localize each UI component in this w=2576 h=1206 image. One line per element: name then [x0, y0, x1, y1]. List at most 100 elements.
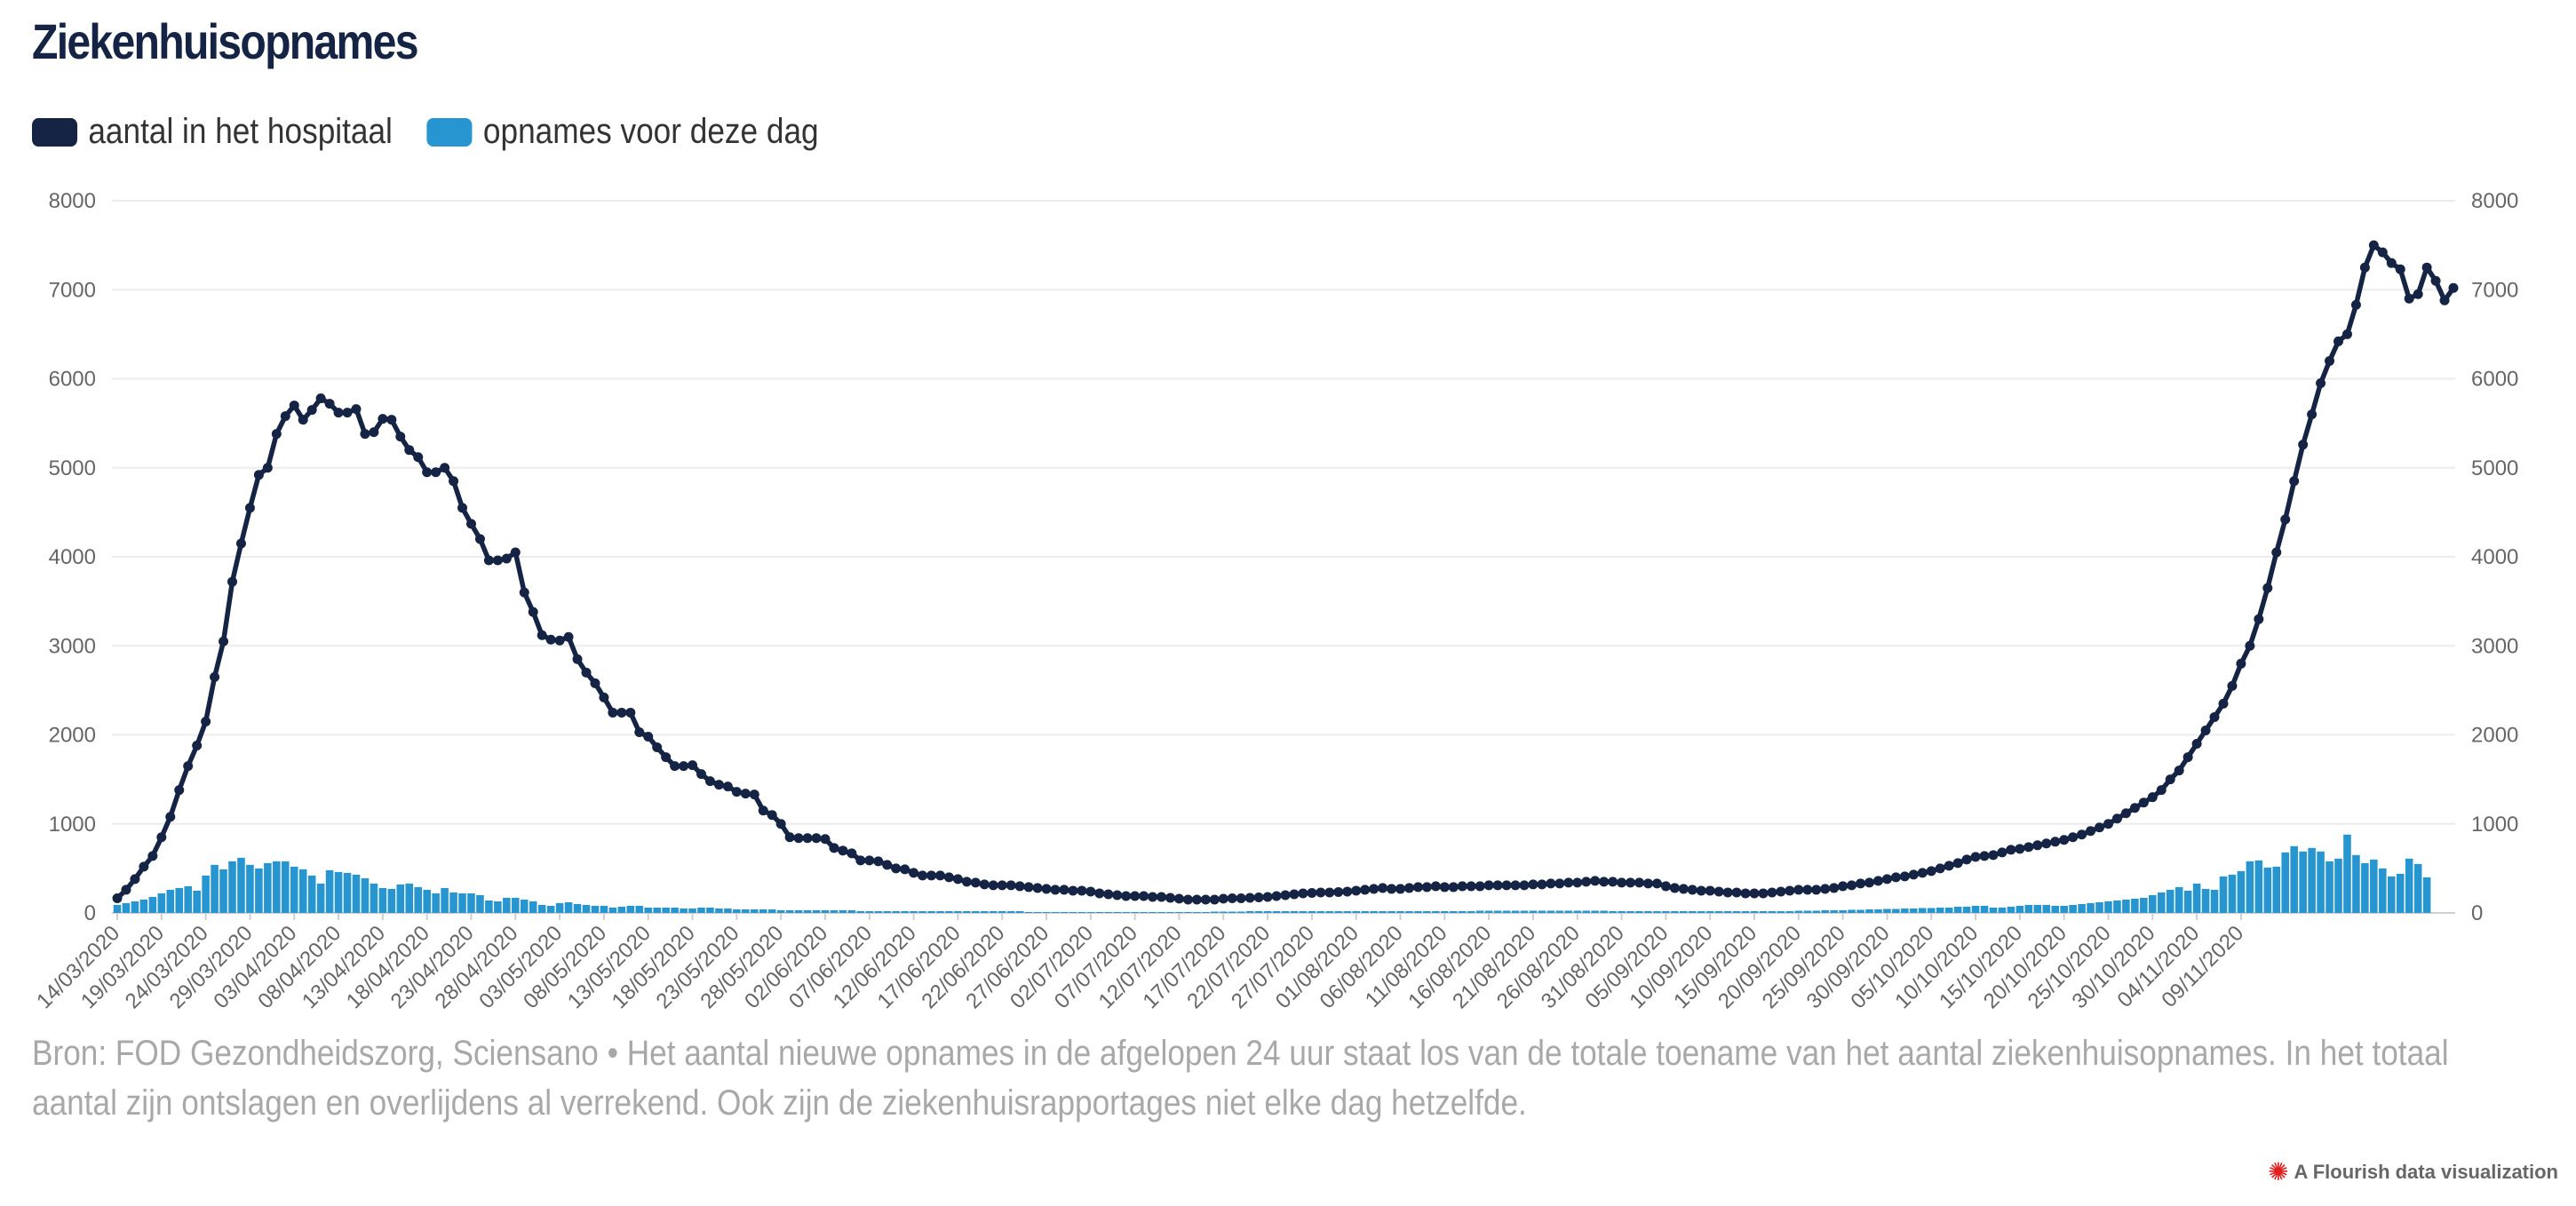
admissions-bar [264, 862, 272, 913]
admissions-bar [1609, 910, 1617, 913]
hospital-line-point [2138, 797, 2149, 808]
admissions-bar [1927, 908, 1936, 913]
hospital-line-point [811, 833, 822, 844]
admissions-bar [1458, 910, 1467, 913]
admissions-bar [1830, 909, 1838, 913]
hospital-line-point [183, 761, 194, 772]
admissions-bar [680, 908, 688, 913]
hospital-line-point [1563, 877, 1574, 888]
hospital-line-point [1510, 880, 1521, 891]
hospital-line-point [1519, 880, 1530, 891]
chart-legend: aantal in het hospitaal opnames voor dez… [32, 112, 853, 152]
admissions-bar [1768, 910, 1777, 913]
admissions-bar [1759, 910, 1768, 913]
hospital-line-point [1360, 885, 1371, 895]
hospital-line-point [1094, 888, 1105, 899]
hospital-line-point [1572, 877, 1583, 888]
hospital-line-point [130, 874, 140, 885]
admissions-bar [1343, 910, 1352, 913]
hospital-line-point [1758, 888, 1769, 899]
admissions-bar [2157, 892, 2166, 913]
admissions-bar [1529, 910, 1538, 913]
admissions-bar [237, 857, 245, 913]
hospital-line-point [306, 405, 317, 416]
admissions-bar [2299, 851, 2307, 913]
admissions-bar [2228, 874, 2237, 913]
hospital-line-point [1121, 891, 1132, 901]
hospital-line-point [1537, 879, 1547, 890]
hospital-line-point [572, 654, 583, 664]
admissions-bar [910, 910, 918, 913]
admissions-bar [706, 907, 714, 913]
hospital-line-point [2041, 838, 2052, 849]
admissions-bar [1555, 910, 1564, 913]
legend-item-admissions[interactable]: opnames voor deze dag [426, 112, 819, 152]
hospital-line-point [1581, 877, 1592, 887]
hospital-line-point [1412, 882, 1423, 893]
admissions-bar [1405, 910, 1413, 913]
hospital-line-point [2191, 739, 2202, 750]
hospital-line-point [519, 587, 529, 598]
admissions-bar [759, 908, 767, 913]
admissions-bar [839, 909, 847, 913]
admissions-bar [175, 887, 184, 913]
hospital-line-point [979, 879, 990, 890]
admissions-bar [2122, 899, 2130, 913]
hospital-line-point [2262, 583, 2273, 593]
hospital-line-point [2147, 792, 2158, 803]
hospital-line-point [1793, 885, 1804, 895]
hospital-line-point [900, 864, 910, 875]
admissions-bar [1635, 910, 1643, 913]
admissions-bar [1546, 910, 1555, 913]
hospital-line-point [1847, 880, 1857, 891]
admissions-bar [131, 901, 139, 913]
admissions-bar [2405, 858, 2413, 913]
hospital-line-point [2316, 378, 2326, 389]
hospital-line-point [1829, 883, 1840, 893]
y-left-tick-label: 6000 [49, 368, 96, 392]
hospital-line-point [1173, 893, 1184, 904]
admissions-bar [1794, 910, 1803, 913]
admissions-bar [1254, 910, 1263, 913]
hospital-line-point [1696, 885, 1706, 896]
hospital-line-point [2333, 336, 2343, 346]
hospital-line-point [563, 631, 574, 642]
admissions-bar [1662, 910, 1670, 913]
admissions-bar [2210, 889, 2219, 913]
admissions-bar [750, 908, 759, 913]
admissions-bar [1236, 911, 1245, 913]
admissions-bar [396, 884, 405, 913]
flourish-credit[interactable]: ✺ A Flourish data visualization [2268, 1160, 2558, 1185]
hospital-line-point [1554, 878, 1565, 889]
admissions-bar [1618, 910, 1626, 913]
admissions-bar [1467, 910, 1475, 913]
admissions-bar [1060, 911, 1069, 913]
hospital-line-point [1448, 882, 1459, 893]
admissions-bar [325, 869, 334, 913]
admissions-bar [387, 888, 396, 913]
admissions-bar [2131, 898, 2139, 913]
admissions-bar [2060, 905, 2068, 913]
hospital-line-point [280, 411, 290, 422]
hospital-line-point [545, 634, 556, 645]
hospital-line-point [1678, 884, 1689, 894]
admissions-bar [945, 910, 953, 913]
hospital-line-point [1838, 881, 1849, 892]
admissions-bar [847, 909, 856, 913]
legend-item-hospital[interactable]: aantal in het hospitaal [32, 112, 393, 152]
admissions-bar [963, 910, 971, 913]
admissions-bar [1839, 909, 1847, 913]
hospital-line-point [1617, 877, 1627, 888]
admissions-bar [1024, 911, 1033, 913]
hospital-line-point [395, 432, 406, 442]
admissions-bar [157, 893, 166, 913]
admissions-bar [901, 910, 909, 913]
y-right-tick-label: 7000 [2471, 278, 2518, 302]
hospital-line-point [1439, 882, 1450, 893]
hospital-line-point [1130, 891, 1141, 901]
hospital-line-point [1749, 888, 1760, 899]
hospital-line-point [704, 776, 715, 787]
admissions-bar [1015, 910, 1024, 913]
hospital-line-point [1307, 887, 1317, 898]
hospital-line-point [1387, 884, 1397, 894]
